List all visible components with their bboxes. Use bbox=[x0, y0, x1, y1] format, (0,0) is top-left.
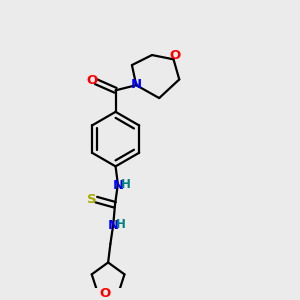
Text: O: O bbox=[100, 286, 111, 299]
Text: O: O bbox=[169, 50, 180, 62]
Text: N: N bbox=[108, 219, 119, 232]
Text: S: S bbox=[87, 193, 97, 206]
Text: O: O bbox=[86, 74, 98, 87]
Text: N: N bbox=[131, 77, 142, 91]
Text: H: H bbox=[116, 218, 126, 231]
Text: N: N bbox=[112, 179, 123, 192]
Text: H: H bbox=[121, 178, 131, 191]
